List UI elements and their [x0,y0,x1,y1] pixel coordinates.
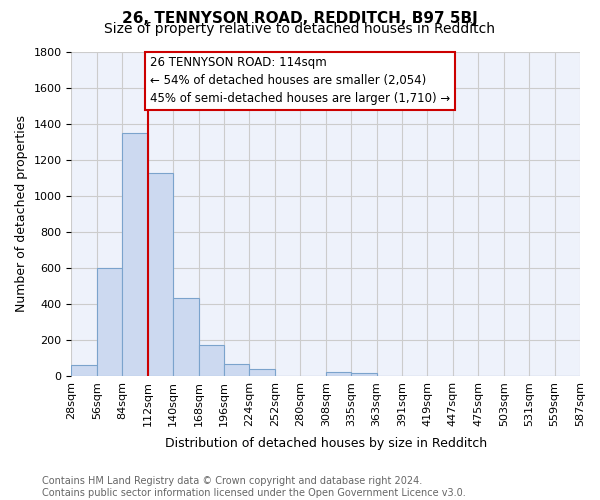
Text: Contains HM Land Registry data © Crown copyright and database right 2024.
Contai: Contains HM Land Registry data © Crown c… [42,476,466,498]
Bar [224,364,250,376]
Bar [97,268,122,376]
Bar [71,365,97,376]
Bar [199,346,224,376]
Bar [351,373,377,376]
Text: 26 TENNYSON ROAD: 114sqm
← 54% of detached houses are smaller (2,054)
45% of sem: 26 TENNYSON ROAD: 114sqm ← 54% of detach… [150,56,450,106]
Y-axis label: Number of detached properties: Number of detached properties [15,115,28,312]
Text: 26, TENNYSON ROAD, REDDITCH, B97 5BJ: 26, TENNYSON ROAD, REDDITCH, B97 5BJ [122,11,478,26]
X-axis label: Distribution of detached houses by size in Redditch: Distribution of detached houses by size … [164,437,487,450]
Bar [173,298,199,376]
Bar [122,132,148,376]
Text: Size of property relative to detached houses in Redditch: Size of property relative to detached ho… [104,22,496,36]
Bar [250,368,275,376]
Bar [148,173,173,376]
Bar [326,372,351,376]
